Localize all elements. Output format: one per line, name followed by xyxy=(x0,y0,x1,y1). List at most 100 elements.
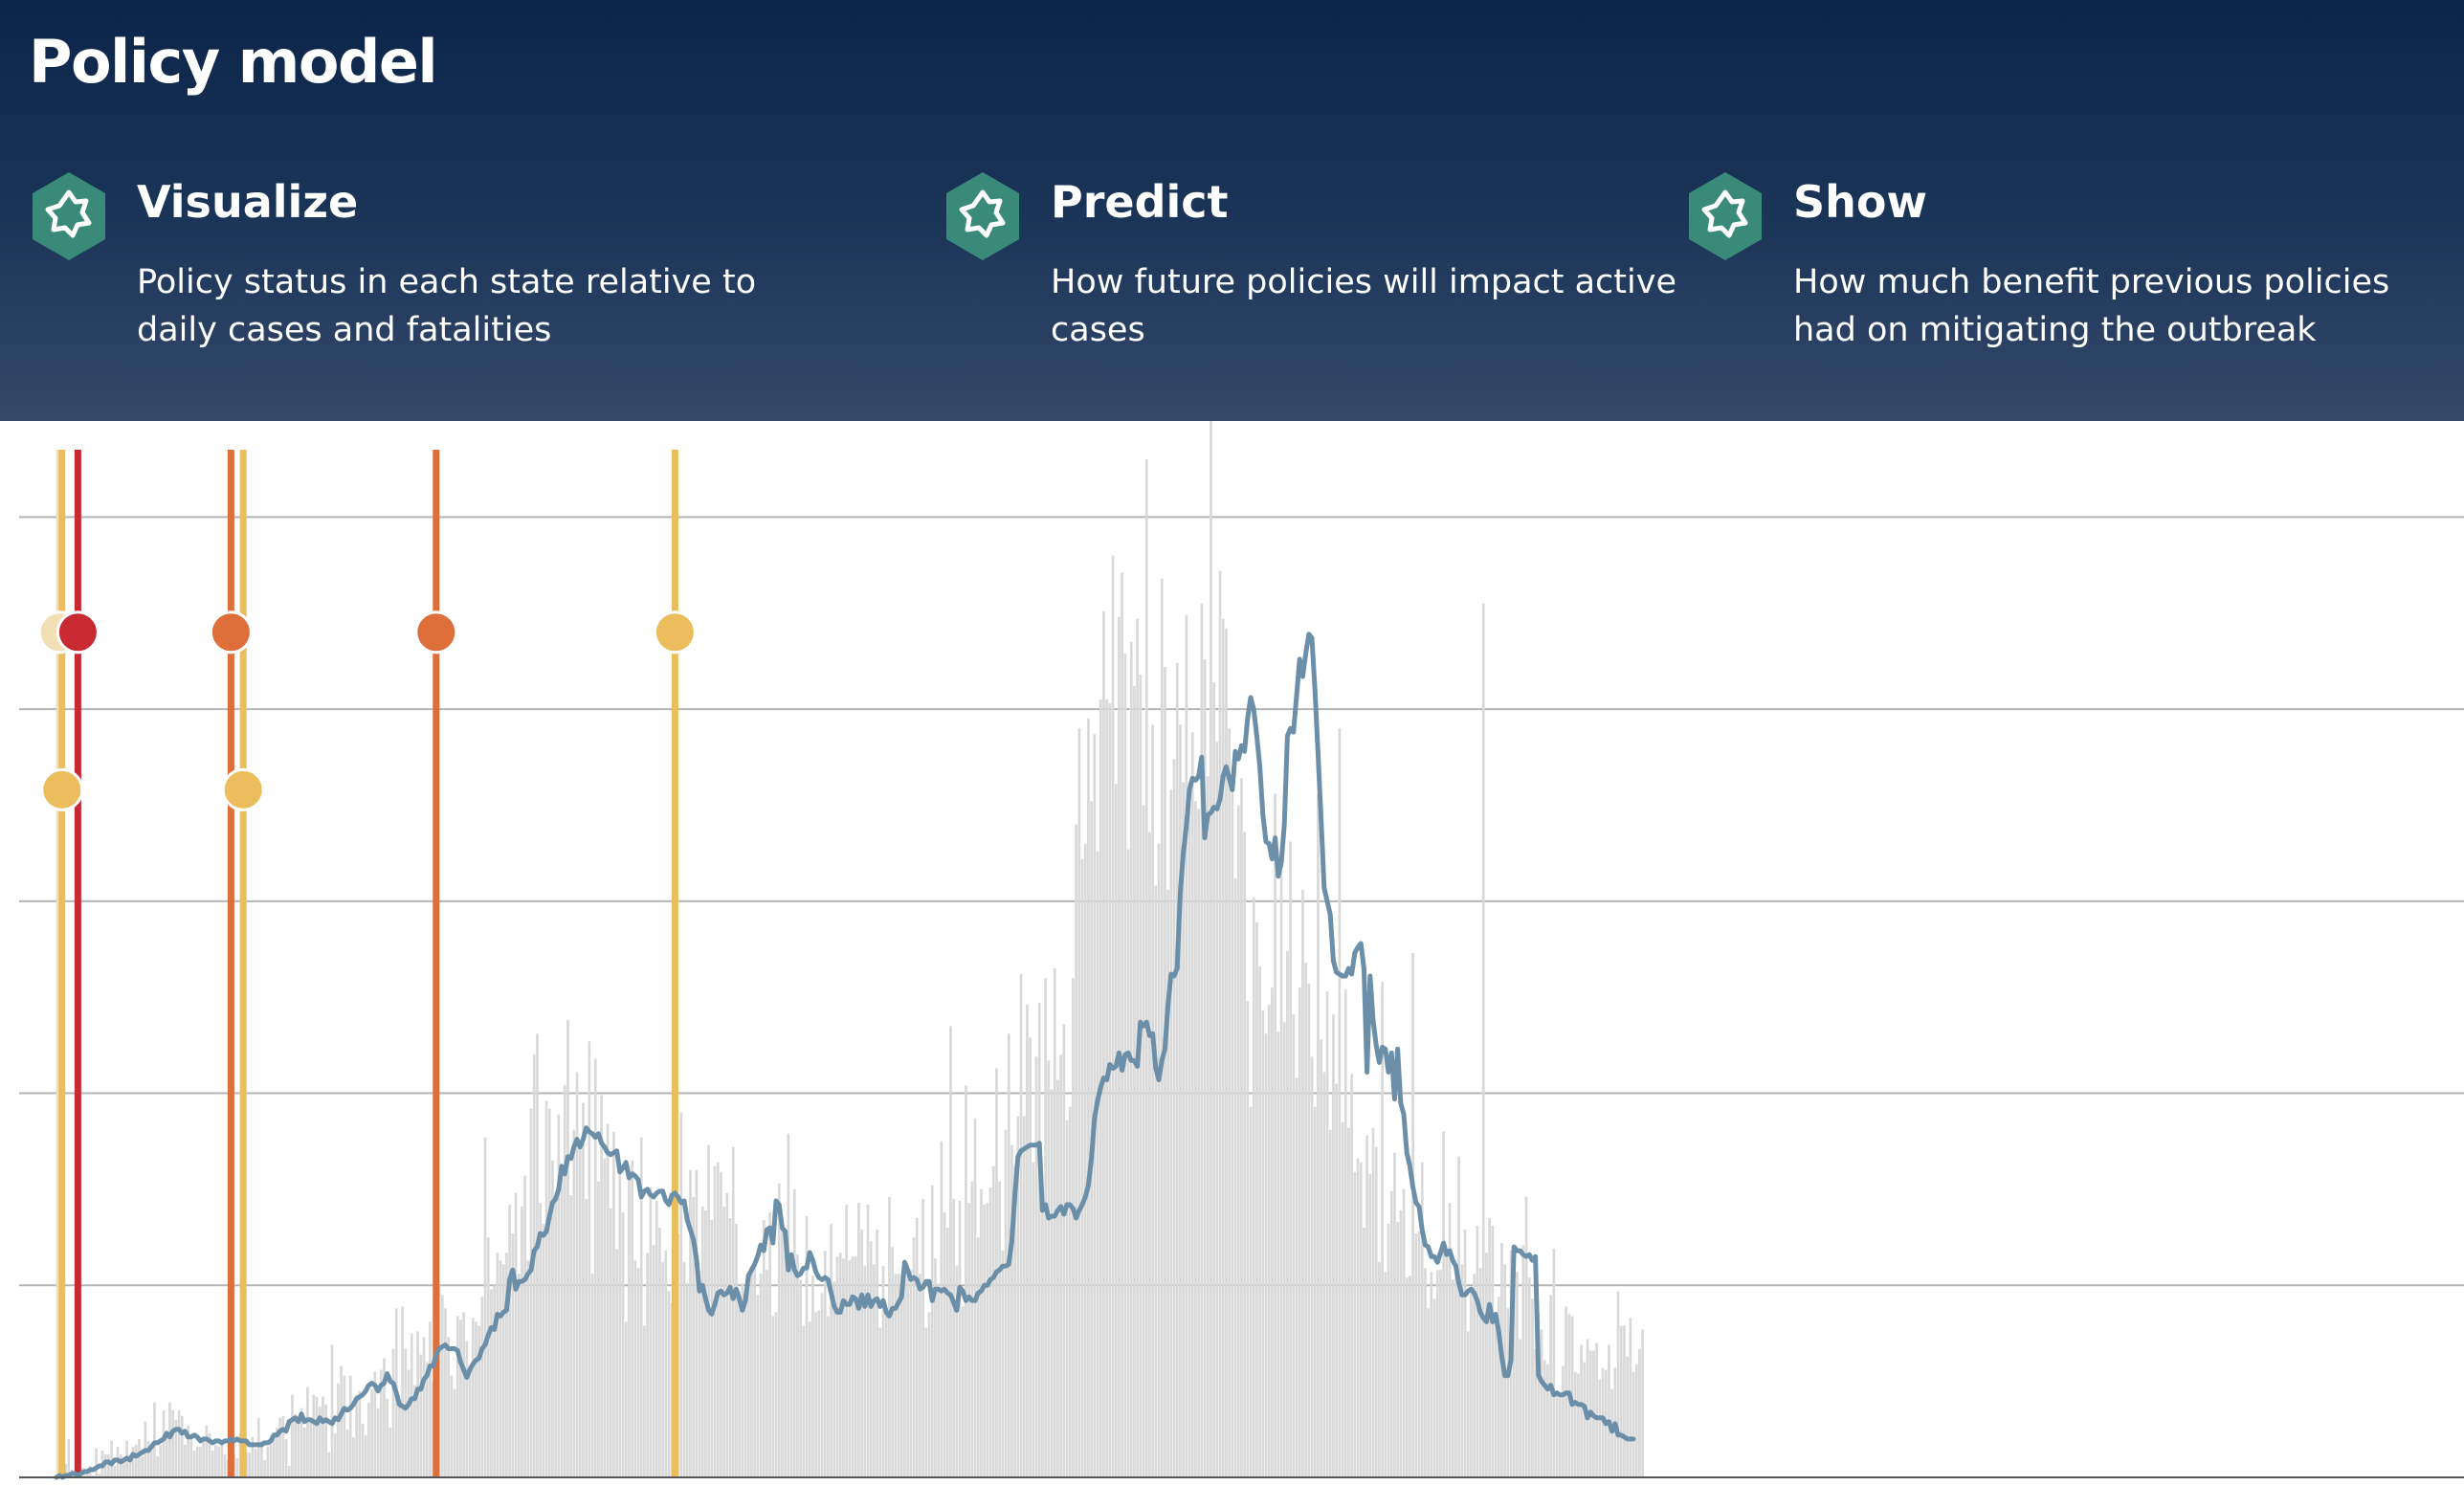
bar xyxy=(1534,1348,1537,1477)
bar xyxy=(388,1427,392,1477)
bar xyxy=(162,1409,166,1477)
bar xyxy=(352,1436,355,1477)
bar xyxy=(787,1133,790,1477)
bar xyxy=(208,1432,211,1477)
bar xyxy=(1463,1230,1467,1477)
bar xyxy=(1197,809,1200,1477)
page-title: Policy model xyxy=(29,27,438,97)
bar xyxy=(1573,1371,1577,1477)
bar xyxy=(1359,1162,1363,1477)
bar xyxy=(903,1262,906,1477)
bar xyxy=(1228,728,1231,1477)
bar xyxy=(1512,1264,1516,1477)
bar xyxy=(1577,1373,1580,1477)
bar xyxy=(884,1310,888,1477)
bar xyxy=(1225,628,1228,1477)
bar xyxy=(511,1233,515,1477)
feature-heading: Show xyxy=(1793,176,1927,228)
bar xyxy=(1080,858,1084,1477)
bar xyxy=(542,1224,545,1477)
bar xyxy=(704,1209,707,1477)
bar xyxy=(1142,805,1145,1477)
bar xyxy=(1320,1039,1322,1477)
bar xyxy=(217,1446,220,1477)
bar xyxy=(716,1162,720,1477)
bar xyxy=(422,1337,426,1477)
bar xyxy=(480,1297,484,1477)
bar xyxy=(1034,1056,1038,1477)
bar xyxy=(379,1369,383,1477)
bar xyxy=(526,1260,530,1477)
bar xyxy=(1368,1173,1372,1477)
bar xyxy=(805,1216,809,1477)
policy-marker-dot xyxy=(653,610,697,654)
bar xyxy=(720,1171,722,1477)
policy-marker-dot xyxy=(40,767,84,811)
bar xyxy=(986,1202,989,1477)
bar xyxy=(539,1202,542,1477)
bar xyxy=(1531,1298,1534,1477)
bar xyxy=(358,1390,362,1477)
bar xyxy=(373,1371,377,1477)
bar xyxy=(263,1459,266,1477)
bar xyxy=(554,1196,557,1477)
bar xyxy=(873,1264,876,1477)
bar xyxy=(294,1413,297,1477)
bar xyxy=(835,1256,839,1477)
bar xyxy=(327,1452,331,1477)
bar xyxy=(649,1186,653,1477)
bar xyxy=(1356,1158,1360,1477)
bar xyxy=(1387,1224,1390,1477)
bar xyxy=(909,1270,913,1477)
bar xyxy=(664,1251,668,1477)
bar xyxy=(146,1440,150,1477)
bar xyxy=(551,1160,554,1477)
bar xyxy=(153,1402,156,1477)
bar xyxy=(1457,1156,1460,1477)
bar xyxy=(501,1264,505,1477)
bar xyxy=(958,1200,962,1477)
bar xyxy=(940,1141,943,1477)
bar xyxy=(1261,1010,1265,1477)
bar xyxy=(698,1277,701,1477)
bar xyxy=(998,1181,1001,1477)
bar xyxy=(455,1316,459,1477)
bar xyxy=(1608,1344,1610,1477)
bar xyxy=(1341,1121,1344,1477)
bar xyxy=(156,1455,159,1477)
bar xyxy=(1267,1005,1271,1477)
bar xyxy=(961,1306,965,1477)
bar xyxy=(955,1266,959,1477)
bar xyxy=(695,1169,699,1477)
bar xyxy=(499,1260,502,1477)
bar xyxy=(1019,974,1023,1477)
bar xyxy=(300,1408,303,1477)
bar xyxy=(762,1220,766,1477)
bar xyxy=(814,1312,817,1477)
bar xyxy=(1286,951,1289,1477)
bar xyxy=(134,1444,138,1477)
bar xyxy=(429,1321,432,1477)
bar xyxy=(521,1206,523,1477)
bar xyxy=(612,1131,615,1477)
gear-icon xyxy=(946,172,1019,260)
bar xyxy=(1068,1106,1072,1477)
bar xyxy=(606,1123,610,1477)
bar xyxy=(1393,1152,1396,1477)
bar xyxy=(1485,1253,1488,1477)
bar xyxy=(799,1279,802,1477)
bar xyxy=(1347,1127,1350,1477)
bar xyxy=(906,1270,909,1477)
bar xyxy=(1075,824,1077,1477)
bar xyxy=(1016,1116,1020,1477)
bar xyxy=(692,1196,695,1477)
gear-icon xyxy=(33,172,105,260)
bar xyxy=(792,1188,796,1477)
bar xyxy=(281,1415,285,1477)
bar xyxy=(1212,681,1215,1477)
bar xyxy=(477,1325,480,1477)
bar xyxy=(771,1316,775,1477)
bar xyxy=(1543,1360,1546,1477)
bar xyxy=(590,1274,594,1477)
bar xyxy=(832,1281,836,1477)
